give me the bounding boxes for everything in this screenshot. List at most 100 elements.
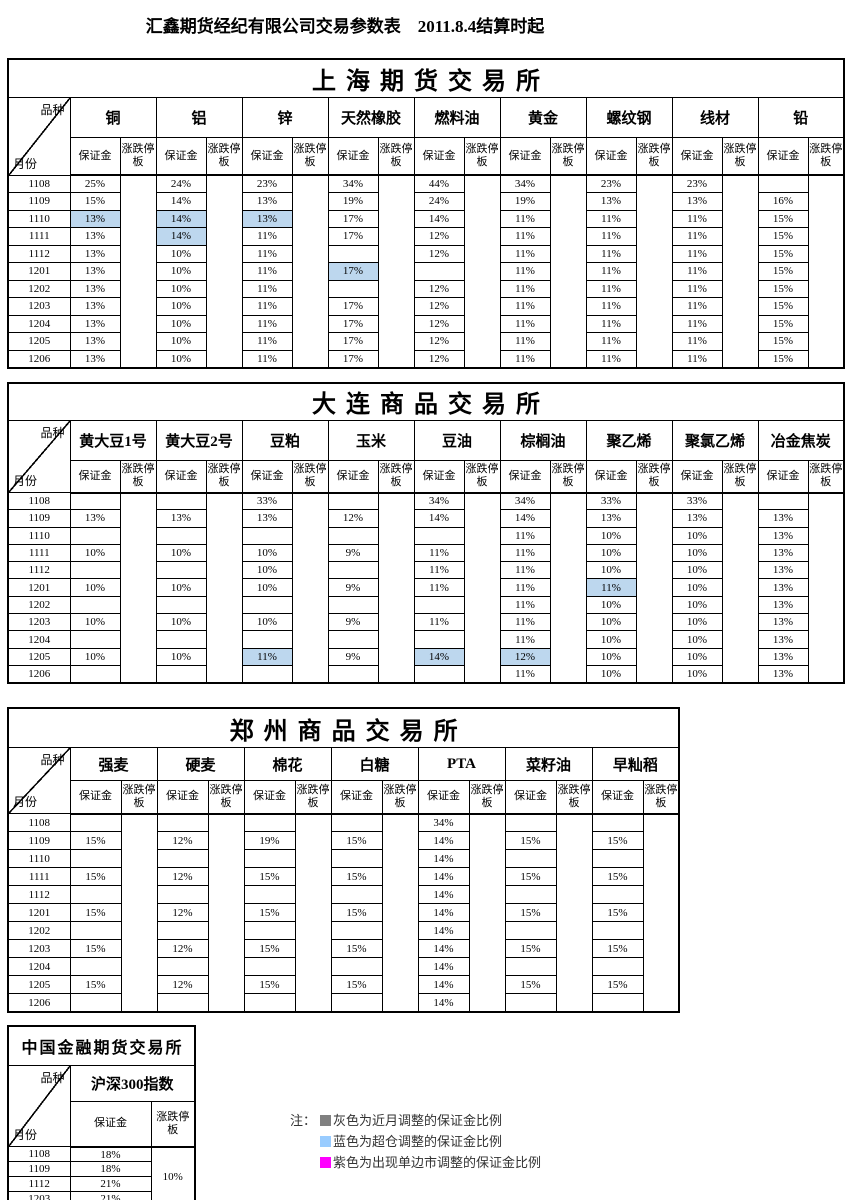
margin-cell: [504, 921, 557, 941]
bottom-row: 中国金融期货交易所 品种 月份 沪深300指数 保证金 涨跌停板 1108 18% 10% 110…: [7, 1024, 849, 1200]
margin-cell: 10%: [69, 543, 121, 563]
margin-header: 保证金: [499, 459, 551, 494]
margin-cell: 15%: [504, 975, 557, 995]
commodity-header: 菜籽油: [504, 747, 593, 781]
month-cell: 1204: [7, 314, 71, 333]
limit-header: 涨跌停板: [721, 137, 759, 177]
margin-cell: 14%: [417, 939, 470, 959]
margin-cell: 11%: [241, 262, 293, 281]
limit-header: 涨跌停板: [205, 459, 243, 494]
month-cell: 1203: [7, 613, 71, 632]
margin-cell: 10%: [671, 613, 723, 632]
exchange-title-row: 大连商品交易所: [7, 382, 845, 421]
margin-cell: 11%: [241, 332, 293, 351]
margin-cell: 10%: [671, 664, 723, 684]
limit-column: [207, 813, 245, 1013]
margin-cell: 12%: [499, 647, 551, 666]
month-axis-label: 月份: [13, 1128, 38, 1143]
margin-cell: [243, 885, 296, 905]
margin-cell: [413, 595, 465, 615]
variety-month-diagonal-cell: 品种 月份: [7, 747, 71, 815]
margin-cell: 10%: [155, 543, 207, 563]
limit-header: 涨跌停板: [468, 779, 506, 815]
margin-cell: 33%: [671, 491, 723, 511]
commodity-header: 铝: [155, 96, 243, 139]
month-cell: 1202: [7, 595, 71, 615]
margin-cell: [69, 957, 122, 977]
margin-cell: 12%: [327, 509, 379, 528]
margin-cell: 11%: [499, 349, 551, 368]
margin-cell: 13%: [69, 262, 121, 281]
margin-cell: 9%: [327, 613, 379, 632]
diagonal-divider: 品种 月份: [9, 748, 69, 813]
commodity-header: 硬麦: [156, 747, 245, 781]
limit-column: [119, 174, 157, 368]
month-cell: 1201: [7, 262, 71, 281]
month-cell: 1201: [7, 578, 71, 597]
margin-header: 保证金: [330, 779, 383, 815]
margin-cell: 10%: [585, 647, 637, 666]
margin-cell: [591, 921, 644, 941]
margin-cell: 17%: [327, 332, 379, 351]
margin-cell: 13%: [757, 543, 809, 563]
margin-cell: 12%: [156, 975, 209, 995]
margin-cell: 11%: [671, 279, 723, 298]
exchange-title: 上海期货交易所: [7, 58, 845, 98]
limit-header: 涨跌停板: [119, 459, 157, 494]
limit-column: 10%: [150, 1146, 196, 1200]
margin-cell: [156, 957, 209, 977]
month-cell: 1206: [7, 993, 71, 1013]
margin-cell: 34%: [417, 813, 470, 833]
limit-header: 涨跌停板: [463, 459, 501, 494]
margin-cell: 13%: [69, 279, 121, 298]
margin-cell: [330, 813, 383, 833]
margin-cell: 14%: [417, 957, 470, 977]
margin-cell: 15%: [757, 332, 809, 351]
margin-cell: 13%: [757, 647, 809, 666]
margin-cell: 10%: [155, 647, 207, 666]
margin-cell: 13%: [757, 664, 809, 684]
margin-header: 保证金: [155, 137, 207, 177]
margin-cell: 10%: [241, 613, 293, 632]
margin-cell: 11%: [671, 297, 723, 316]
commodity-header-row: 品种 月份铜铝锌天然橡胶 燃料油 黄金 螺纹钢 线材铅: [7, 96, 845, 176]
month-row: 1111 15% 12% 15% 15% 14% 15% 15%: [7, 867, 679, 887]
limit-column: [463, 174, 501, 368]
commodity-header: 燃料油: [413, 96, 501, 139]
limit-column: [807, 174, 845, 368]
margin-cell: [69, 849, 122, 869]
margin-cell: 11%: [499, 561, 551, 580]
margin-cell: 23%: [241, 174, 293, 193]
margin-cell: [504, 813, 557, 833]
margin-cell: 17%: [327, 314, 379, 333]
margin-cell: [413, 630, 465, 649]
margin-cell: 14%: [417, 867, 470, 887]
margin-cell: 21%: [69, 1191, 152, 1200]
margin-cell: 15%: [330, 975, 383, 995]
commodity-header: 沪深300指数: [69, 1065, 196, 1102]
margin-cell: 11%: [499, 613, 551, 632]
margin-header: 保证金: [499, 137, 551, 177]
commodity-header: 锌: [241, 96, 329, 139]
margin-cell: [330, 921, 383, 941]
margin-cell: 25%: [69, 174, 121, 193]
margin-cell: 10%: [671, 647, 723, 666]
margin-cell: 12%: [156, 939, 209, 959]
margin-cell: 14%: [417, 903, 470, 923]
margin-header: 保证金: [671, 459, 723, 494]
limit-header: 涨跌停板: [549, 459, 587, 494]
commodity-header: 早籼稻: [591, 747, 680, 781]
margin-cell: 19%: [243, 831, 296, 851]
margin-cell: 10%: [155, 578, 207, 597]
margin-cell: 14%: [417, 993, 470, 1013]
commodity-header: PTA: [417, 747, 506, 781]
margin-cell: 15%: [591, 975, 644, 995]
limit-header: 涨跌停板: [294, 779, 332, 815]
page-title: 汇鑫期货经纪有限公司交易参数表 2011.8.4结算时起: [145, 17, 545, 36]
czce-table: 郑州商品交易所 品种 月份 强麦 硬麦 棉花 白糖 PTA 菜籽油 早籼稻 保证金 涨跌停板 保证金 涨跌…: [7, 706, 681, 1013]
margin-header: 保证金: [585, 459, 637, 494]
margin-cell: [327, 279, 379, 298]
legend-item-text: 蓝色为超仓调整的保证金比例: [333, 1133, 503, 1149]
margin-cell: [330, 957, 383, 977]
margin-cell: 34%: [413, 491, 465, 511]
